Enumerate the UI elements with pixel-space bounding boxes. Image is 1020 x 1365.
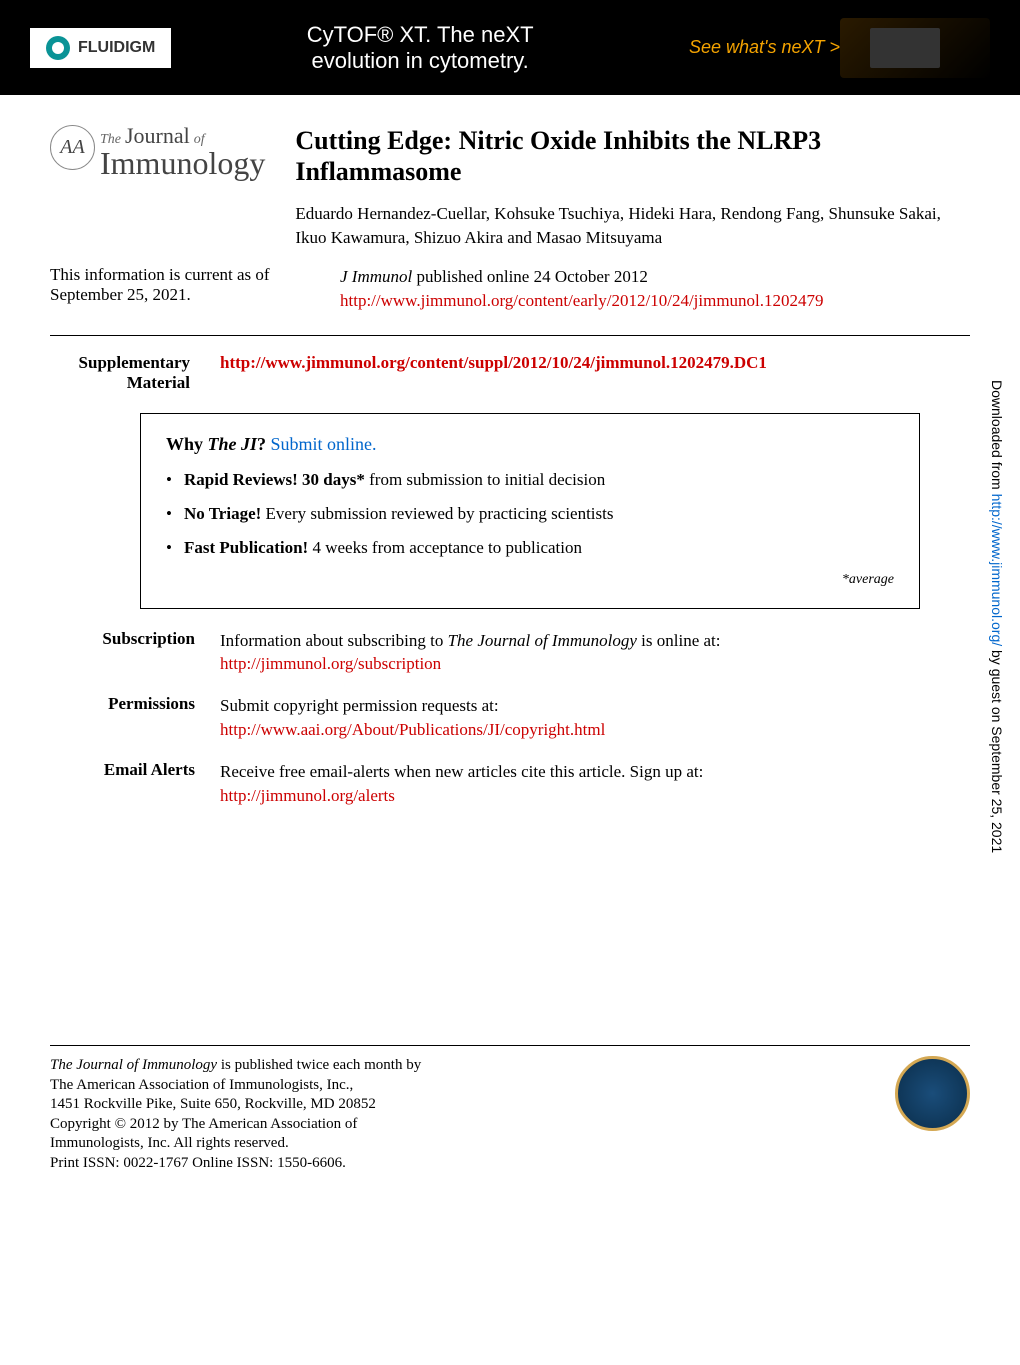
subscription-row: Subscription Information about subscribi… <box>50 629 970 677</box>
journal-title-block: The Journal of Immunology <box>100 125 265 179</box>
why-footnote: *average <box>166 572 894 588</box>
why-heading-ji: The JI <box>208 434 258 454</box>
article-title: Cutting Edge: Nitric Oxide Inhibits the … <box>295 125 970 187</box>
publication-info: J Immunol published online 24 October 20… <box>340 265 970 313</box>
fluidigm-text: FLUIDIGM <box>78 39 155 57</box>
permissions-content: Submit copyright permission requests at:… <box>220 694 970 742</box>
footer-line2: The American Association of Immunologist… <box>50 1077 353 1093</box>
current-info-row: This information is current as of Septem… <box>0 265 1020 323</box>
why-bullet-2-rest: Every submission reviewed by practicing … <box>261 504 613 523</box>
banner-cytof-line2: evolution in cytometry. <box>171 48 669 74</box>
permissions-label: Permissions <box>50 694 195 742</box>
permissions-row: Permissions Submit copyright permission … <box>50 694 970 742</box>
current-as-text: This information is current as of Septem… <box>50 265 310 313</box>
header-row: AA The Journal of Immunology Cutting Edg… <box>0 95 1020 265</box>
device-icon <box>870 28 940 68</box>
email-alerts-row: Email Alerts Receive free email-alerts w… <box>50 760 970 808</box>
fluidigm-logo-box: FLUIDIGM <box>30 28 171 68</box>
permissions-url-link[interactable]: http://www.aai.org/About/Publications/JI… <box>220 720 605 739</box>
why-ji-box: Why The JI? Submit online. Rapid Reviews… <box>140 413 920 609</box>
why-bullet-1-bold: Rapid Reviews! 30 days* <box>184 470 365 489</box>
email-alerts-text: Receive free email-alerts when new artic… <box>220 762 703 781</box>
sidebar-url-link[interactable]: http://www.jimmunol.org/ <box>989 494 1005 647</box>
pub-journal: J Immunol <box>340 267 412 286</box>
footer-journal-name: The Journal of Immunology <box>50 1057 217 1073</box>
info-table: Subscription Information about subscribi… <box>0 629 1020 846</box>
supplementary-label: Supplementary Material <box>50 353 190 393</box>
why-bullet-3: Fast Publication! 4 weeks from acceptanc… <box>166 538 894 558</box>
footer-line3: 1451 Rockville Pike, Suite 650, Rockvill… <box>50 1096 376 1112</box>
aai-badge-icon <box>895 1056 970 1131</box>
subscription-journal-name: The Journal of Immunology <box>448 631 637 650</box>
email-alerts-label: Email Alerts <box>50 760 195 808</box>
email-alerts-url-link[interactable]: http://jimmunol.org/alerts <box>220 786 395 805</box>
journal-badge-icon: AA <box>50 125 95 170</box>
subscription-text1: Information about subscribing to <box>220 631 448 650</box>
subscription-label: Subscription <box>50 629 195 677</box>
why-bullet-2-bold: No Triage! <box>184 504 261 523</box>
why-bullet-1: Rapid Reviews! 30 days* from submission … <box>166 470 894 490</box>
top-ad-banner[interactable]: FLUIDIGM CyTOF® XT. The neXT evolution i… <box>0 0 1020 95</box>
footer-line1-rest: is published twice each month by <box>217 1057 421 1073</box>
supplementary-row: Supplementary Material http://www.jimmun… <box>0 348 1020 403</box>
pub-date: published online 24 October 2012 <box>416 267 647 286</box>
fluidigm-logo-icon <box>46 36 70 60</box>
footer: The Journal of Immunology is published t… <box>50 1045 970 1173</box>
journal-logo: AA The Journal of Immunology <box>50 125 265 250</box>
banner-next-link[interactable]: See what's neXT > <box>689 37 840 58</box>
why-heading-q: ? <box>257 434 266 454</box>
footer-line6: Print ISSN: 0022-1767 Online ISSN: 1550-… <box>50 1155 346 1171</box>
why-heading-why: Why <box>166 434 203 454</box>
subscription-text2: is online at: <box>637 631 721 650</box>
subscription-content: Information about subscribing to The Jou… <box>220 629 970 677</box>
footer-text: The Journal of Immunology is published t… <box>50 1056 421 1173</box>
permissions-text: Submit copyright permission requests at: <box>220 696 499 715</box>
article-authors: Eduardo Hernandez-Cuellar, Kohsuke Tsuch… <box>295 202 970 250</box>
sidebar-text-after: by guest on September 25, 2021 <box>989 646 1005 853</box>
journal-immunology: Immunology <box>100 147 265 179</box>
divider-1 <box>50 335 970 336</box>
sidebar-download-info: Downloaded from http://www.jimmunol.org/… <box>989 380 1005 853</box>
email-alerts-content: Receive free email-alerts when new artic… <box>220 760 970 808</box>
why-bullet-2: No Triage! Every submission reviewed by … <box>166 504 894 524</box>
supplementary-content: http://www.jimmunol.org/content/suppl/20… <box>220 353 970 393</box>
footer-line4: Copyright © 2012 by The American Associa… <box>50 1116 357 1132</box>
banner-cytof-line1: CyTOF® XT. The neXT <box>171 22 669 48</box>
footer-line5: Immunologists, Inc. All rights reserved. <box>50 1135 289 1151</box>
why-bullet-3-bold: Fast Publication! <box>184 538 308 557</box>
supplementary-url-link[interactable]: http://www.jimmunol.org/content/suppl/20… <box>220 353 767 372</box>
subscription-url-link[interactable]: http://jimmunol.org/subscription <box>220 654 441 673</box>
article-url-link[interactable]: http://www.jimmunol.org/content/early/20… <box>340 291 824 310</box>
why-bullet-3-rest: 4 weeks from acceptance to publication <box>308 538 582 557</box>
banner-center-text: CyTOF® XT. The neXT evolution in cytomet… <box>171 22 669 74</box>
why-heading: Why The JI? Submit online. <box>166 434 894 455</box>
why-bullet-list: Rapid Reviews! 30 days* from submission … <box>166 470 894 558</box>
banner-device-image <box>840 18 990 78</box>
sidebar-text-before: Downloaded from <box>989 380 1005 494</box>
submit-online-link[interactable]: Submit online. <box>271 434 377 454</box>
why-bullet-1-rest: from submission to initial decision <box>365 470 605 489</box>
title-block: Cutting Edge: Nitric Oxide Inhibits the … <box>295 125 970 250</box>
journal-title-line1: The Journal of <box>100 125 265 147</box>
